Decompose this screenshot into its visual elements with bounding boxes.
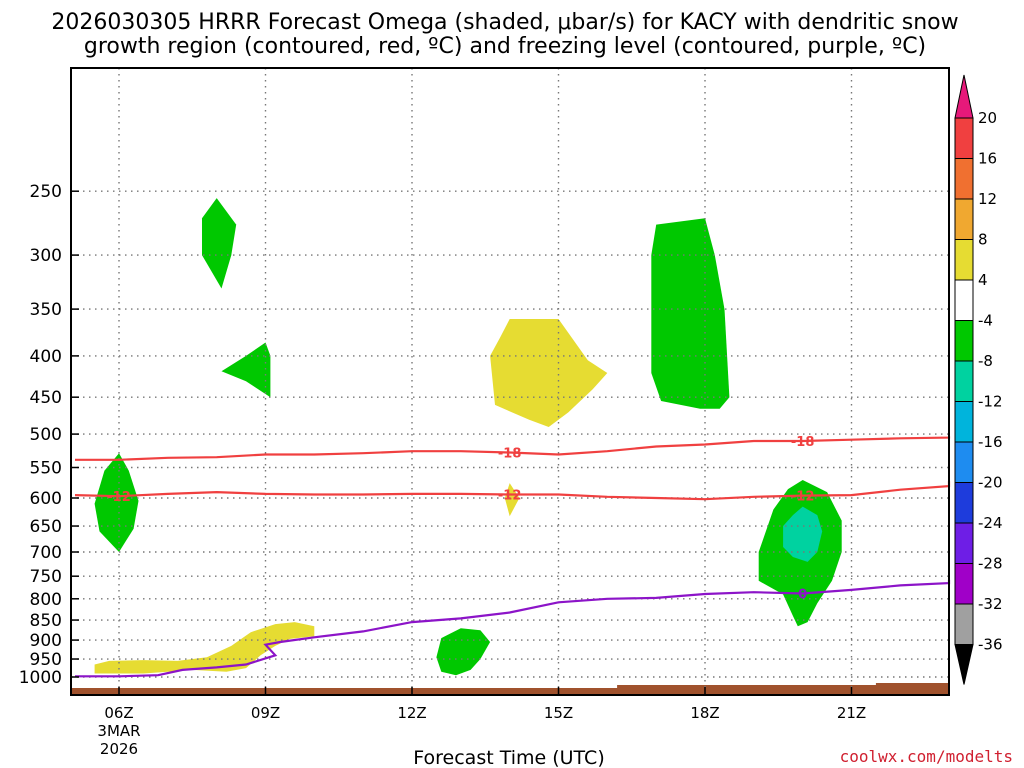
colorbar-bin--4-4 (954, 279, 974, 321)
contour-label-3: -12 (498, 488, 522, 503)
y-tick-label-450: 450 (30, 388, 62, 408)
colorbar-label--4: -4 (978, 312, 993, 330)
x-tick-year: 2026 (100, 740, 138, 758)
plot-frame (70, 67, 950, 696)
y-tick-label-300: 300 (30, 246, 62, 266)
colorbar-bin--16--12 (954, 401, 974, 443)
omega-region-2 (651, 218, 730, 409)
colorbar-label-20: 20 (978, 109, 997, 127)
contour-label-4: -12 (791, 490, 815, 505)
omega-region-6 (504, 483, 520, 517)
x-tick-label-21Z: 21Z (837, 704, 866, 722)
colorbar-bottom-arrow (954, 644, 974, 685)
contour-label-5: 0 (798, 588, 807, 603)
omega-region-5 (94, 453, 139, 552)
y-tick-label-250: 250 (30, 182, 62, 202)
contour-label-0: -18 (498, 447, 522, 462)
contour-label-2: -12 (107, 490, 131, 505)
contour-line-0-5 (75, 579, 951, 678)
omega-region-0 (202, 198, 237, 289)
y-tick-label-350: 350 (30, 300, 62, 320)
colorbar-label--8: -8 (978, 352, 993, 370)
colorbar-label--36: -36 (978, 636, 1003, 654)
y-tick-label-550: 550 (30, 458, 62, 478)
x-tick-label-09Z: 09Z (251, 704, 280, 722)
x-tick-label-18Z: 18Z (690, 704, 719, 722)
terrain-layer (71, 683, 949, 695)
colorbar-label--28: -28 (978, 555, 1003, 573)
y-tick-label-800: 800 (30, 590, 62, 610)
colorbar: 20 16 12 8 4 -4 -8 -12 -16 -20 -24 -28 -32 -36 (954, 74, 1003, 685)
colorbar-bin--36--32 (954, 603, 974, 645)
y-tick-label-400: 400 (30, 347, 62, 367)
chart-title-line1: 2026030305 HRRR Forecast Omega (shaded, … (51, 10, 958, 35)
colorbar-label-8: 8 (978, 231, 988, 249)
colorbar-bin--24--20 (954, 482, 974, 524)
colorbar-label--20: -20 (978, 474, 1003, 492)
y-tick-label-600: 600 (30, 489, 62, 509)
colorbar-bin-16-20 (954, 117, 974, 159)
colorbar-bin-12-16 (954, 158, 974, 200)
x-tick-date: 3MAR (97, 722, 140, 740)
y-tick-label-1000: 1000 (19, 668, 62, 688)
x-tick-label-06Z: 06Z (104, 704, 133, 722)
y-tick-label-900: 900 (30, 631, 62, 651)
colorbar-bin--32--28 (954, 563, 974, 605)
y-tick-label-950: 950 (30, 650, 62, 670)
y-axis: 2503003504004505005506006507007508008509… (19, 182, 79, 688)
colorbar-label-16: 16 (978, 150, 997, 168)
contour-line--18-0 (75, 436, 951, 461)
contour-layer: -18 -18 -12 -12 -12 0 (74, 435, 951, 678)
y-tick-label-700: 700 (30, 543, 62, 563)
colorbar-bin--28--24 (954, 522, 974, 564)
colorbar-bin--12--8 (954, 360, 974, 402)
colorbar-bin-4-8 (954, 239, 974, 281)
contour-line--12-2 (74, 481, 951, 501)
x-tick-label-15Z: 15Z (544, 704, 573, 722)
chart-title-line2: growth region (contoured, red, ºC) and f… (84, 34, 926, 59)
colorbar-label-4: 4 (978, 271, 988, 289)
colorbar-bin-8-12 (954, 198, 974, 240)
credit-label: coolwx.com/modelts (840, 747, 1013, 766)
colorbar-label-12: 12 (978, 190, 997, 208)
title-group: 2026030305 HRRR Forecast Omega (shaded, … (51, 10, 958, 59)
omega-region-9 (94, 622, 315, 674)
colorbar-bin--20--16 (954, 441, 974, 483)
y-tick-label-850: 850 (30, 611, 62, 631)
x-axis-label: Forecast Time (UTC) (413, 747, 604, 768)
terrain-strip (71, 683, 949, 695)
x-tick-label-12Z: 12Z (397, 704, 426, 722)
y-tick-label-750: 750 (30, 567, 62, 587)
colorbar-bin--8--4 (954, 320, 974, 362)
omega-region-8 (783, 506, 823, 562)
contour-label-1: -18 (791, 435, 815, 450)
y-tick-label-500: 500 (30, 425, 62, 445)
colorbar-label--16: -16 (978, 433, 1003, 451)
colorbar-top-arrow (954, 74, 974, 119)
colorbar-label--24: -24 (978, 514, 1003, 532)
colorbar-label--32: -32 (978, 595, 1003, 613)
y-tick-label-650: 650 (30, 517, 62, 537)
colorbar-label--12: -12 (978, 393, 1003, 411)
grid-layer (71, 68, 949, 695)
omega-region-3 (490, 319, 608, 427)
